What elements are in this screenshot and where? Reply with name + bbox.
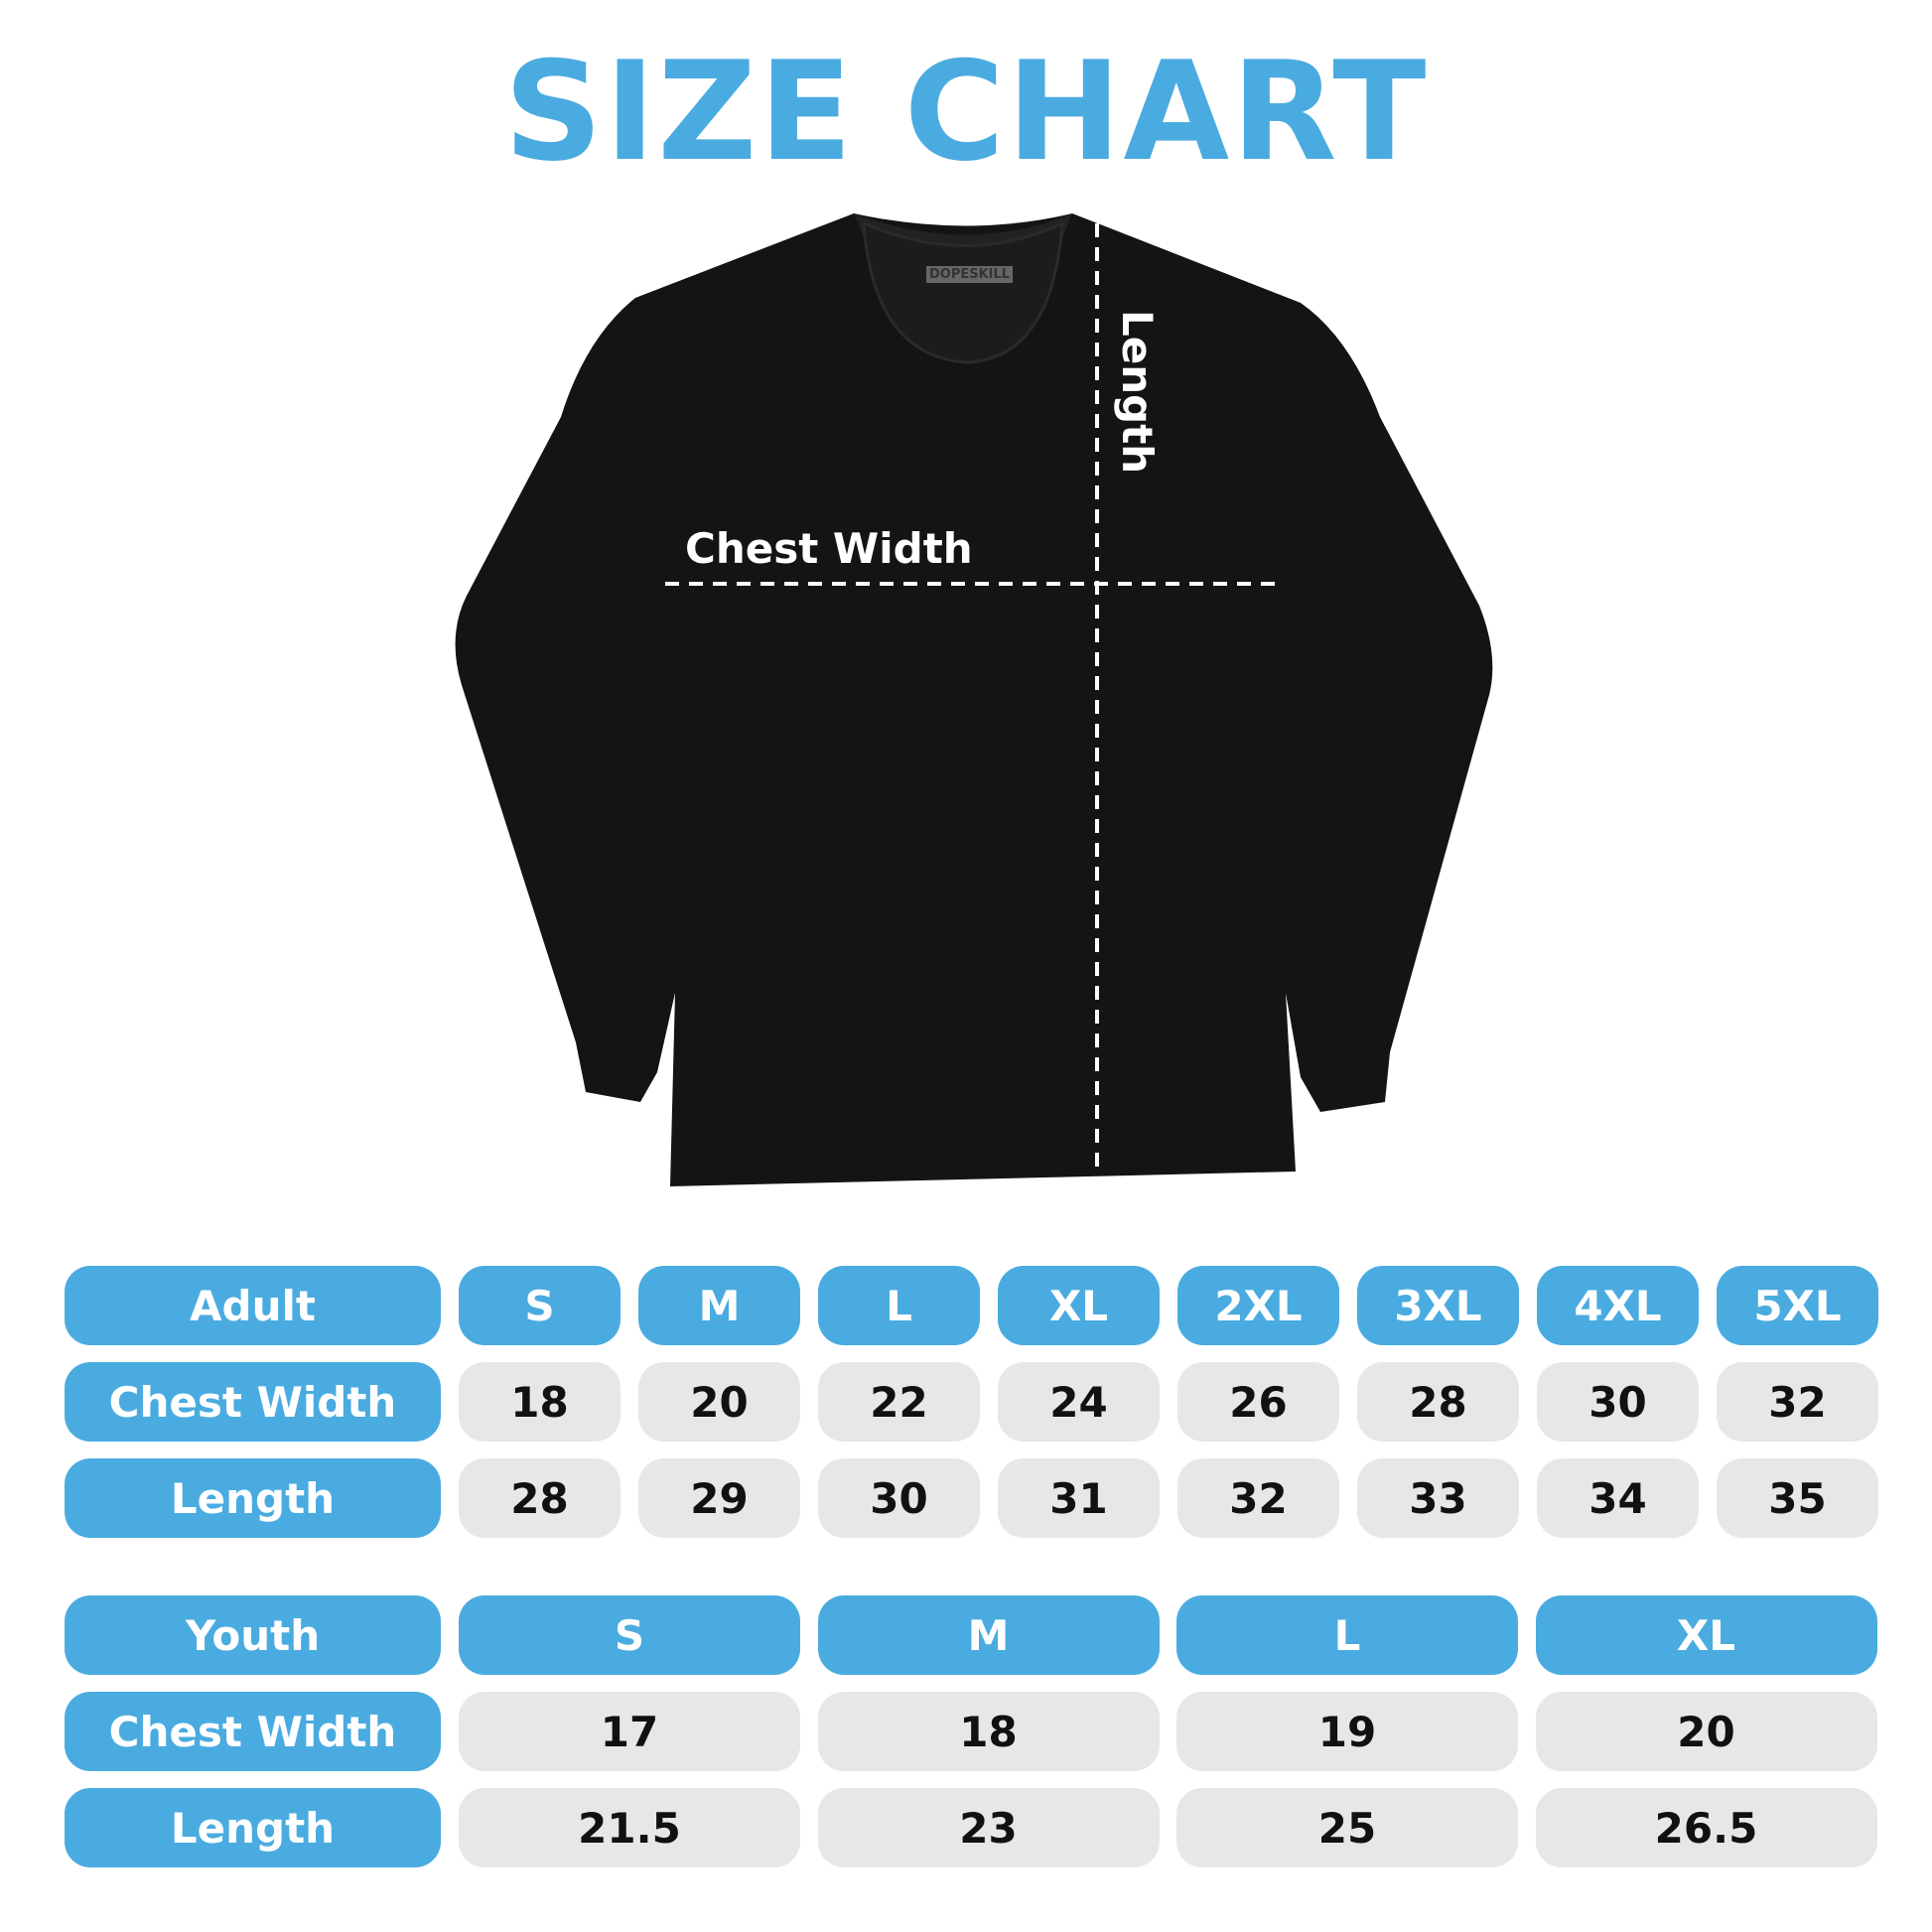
adult-value-cell: 26 (1177, 1362, 1339, 1442)
youth-size-header: M (817, 1595, 1160, 1675)
youth-row-label: Length (65, 1788, 441, 1867)
adult-size-header: XL (998, 1266, 1160, 1345)
adult-value-cell: 32 (1717, 1362, 1878, 1442)
shirt-body (455, 213, 1493, 1186)
adult-value-cell: 34 (1537, 1458, 1699, 1538)
adult-value-cell: 20 (638, 1362, 800, 1442)
youth-size-header: S (459, 1595, 800, 1675)
youth-value-cell: 26.5 (1535, 1788, 1877, 1867)
collar-inner (862, 220, 1064, 364)
adult-value-cell: 32 (1177, 1458, 1339, 1538)
adult-value-cell: 31 (998, 1458, 1160, 1538)
adult-size-header: 3XL (1357, 1266, 1519, 1345)
youth-header-label: Youth (65, 1595, 441, 1675)
adult-value-cell: 28 (459, 1458, 621, 1538)
youth-row-label: Chest Width (65, 1692, 441, 1771)
page-title: SIZE CHART (503, 32, 1429, 192)
youth-value-cell: 18 (817, 1692, 1160, 1771)
adult-value-cell: 30 (818, 1458, 980, 1538)
adult-size-header: 2XL (1177, 1266, 1339, 1345)
adult-value-cell: 33 (1357, 1458, 1519, 1538)
youth-value-cell: 23 (817, 1788, 1160, 1867)
adult-value-cell: 18 (459, 1362, 621, 1442)
adult-header-label: Adult (65, 1266, 441, 1345)
adult-value-cell: 30 (1537, 1362, 1699, 1442)
adult-value-cell: 35 (1717, 1458, 1878, 1538)
adult-size-header: 5XL (1717, 1266, 1878, 1345)
youth-size-header: XL (1535, 1595, 1877, 1675)
youth-value-cell: 17 (459, 1692, 800, 1771)
adult-value-cell: 24 (998, 1362, 1160, 1442)
adult-value-cell: 28 (1357, 1362, 1519, 1442)
length-annotation: Length (1113, 310, 1162, 475)
adult-size-header: 4XL (1537, 1266, 1699, 1345)
adult-size-header: L (818, 1266, 980, 1345)
youth-value-cell: 20 (1535, 1692, 1877, 1771)
chest-width-annotation: Chest Width (685, 524, 973, 573)
adult-value-cell: 29 (638, 1458, 800, 1538)
adult-size-header: S (459, 1266, 621, 1345)
adult-row-label: Length (65, 1458, 441, 1538)
adult-size-header: M (638, 1266, 800, 1345)
youth-value-cell: 19 (1176, 1692, 1518, 1771)
youth-value-cell: 21.5 (459, 1788, 800, 1867)
brand-tag: DOPESKILL (926, 266, 1014, 283)
adult-row-label: Chest Width (65, 1362, 441, 1442)
youth-value-cell: 25 (1176, 1788, 1518, 1867)
youth-size-header: L (1176, 1595, 1518, 1675)
adult-value-cell: 22 (818, 1362, 980, 1442)
